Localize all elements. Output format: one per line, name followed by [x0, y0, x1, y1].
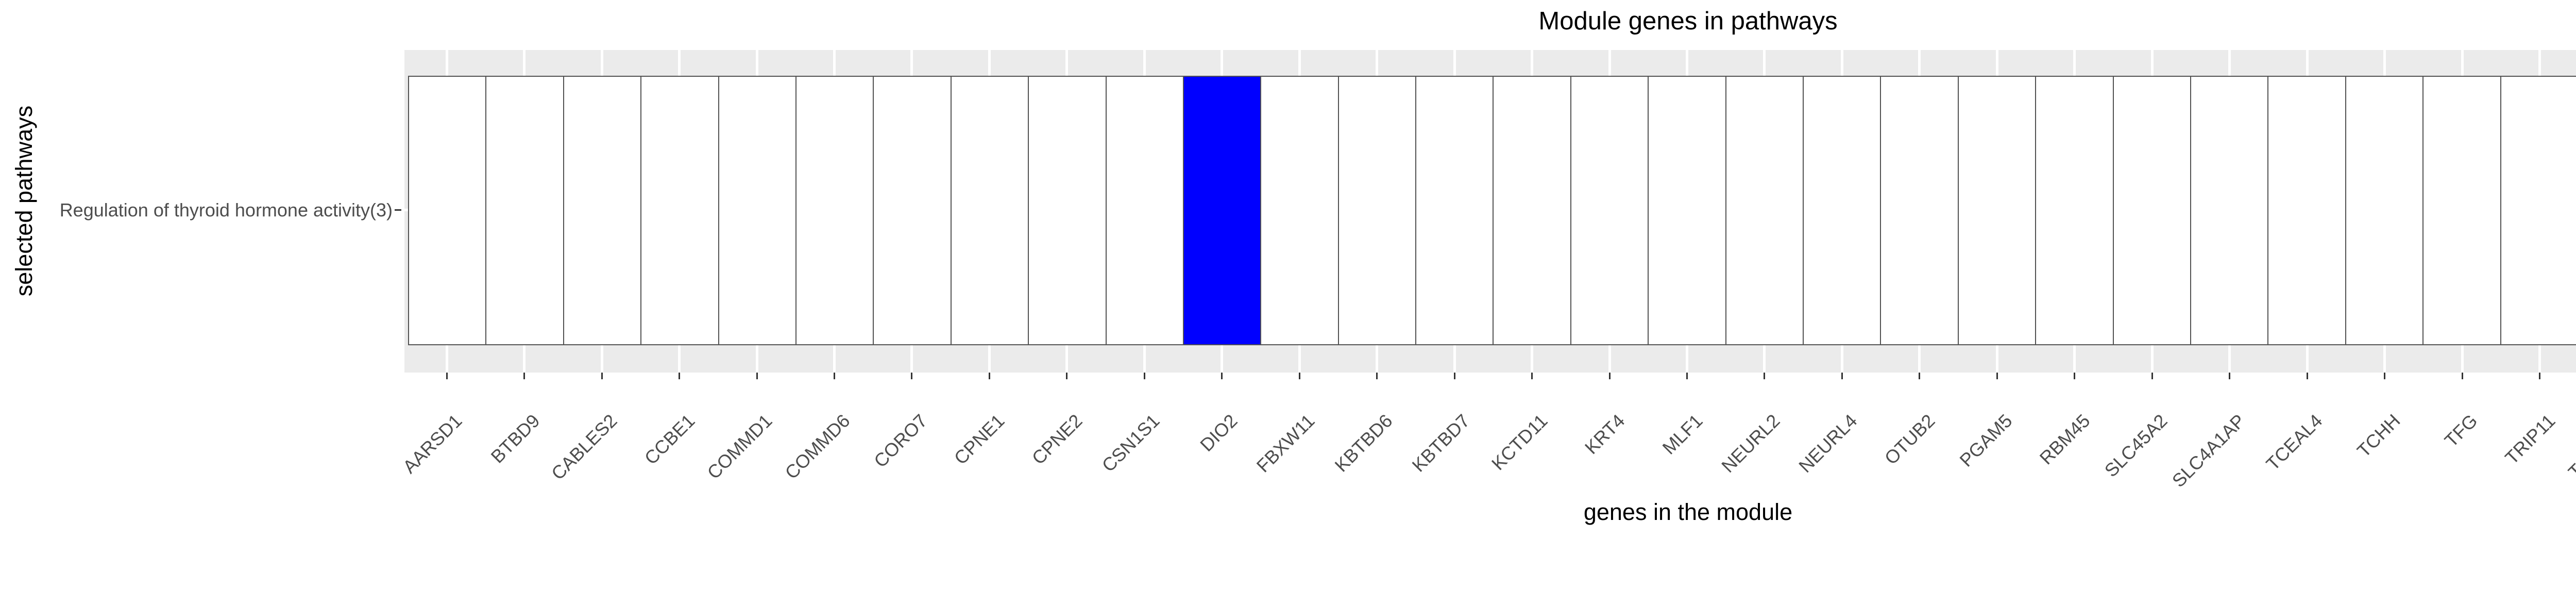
x-axis-tick — [1376, 373, 1378, 379]
x-axis-tick — [1531, 373, 1533, 379]
heatmap-cell-CSN1S1 — [1106, 77, 1184, 344]
x-axis-tick — [1608, 373, 1611, 379]
heatmap-cell-OTUB2 — [1881, 77, 1959, 344]
x-axis-tick — [2384, 373, 2386, 379]
x-axis-tick — [601, 373, 603, 379]
x-axis-tick — [446, 373, 448, 379]
heatmap-cell-DIO2 — [1183, 77, 1262, 344]
x-axis-tick — [1298, 373, 1300, 379]
x-axis-tick — [834, 373, 835, 379]
x-axis-tick — [523, 373, 526, 379]
heatmap-cell-KCTD11 — [1494, 77, 1571, 344]
heatmap-cell-MLF1 — [1649, 77, 1726, 344]
heatmap-cell-TCEAL4 — [2268, 77, 2346, 344]
x-axis-tick — [2306, 373, 2308, 379]
heatmap-cell-KRT4 — [1571, 77, 1649, 344]
plot-panel — [404, 50, 2576, 373]
x-axis-tick — [1764, 373, 1766, 379]
x-axis-tick — [1221, 373, 1223, 379]
heatmap-cell-CPNE2 — [1029, 77, 1107, 344]
x-axis-tick — [1686, 373, 1688, 379]
heatmap-cell-NEURL2 — [1726, 77, 1804, 344]
heatmap-cell-COMMD1 — [719, 77, 796, 344]
heatmap-cell-COMMD6 — [796, 77, 874, 344]
heatmap-cell-CABLES2 — [564, 77, 642, 344]
heatmap-row — [408, 76, 2576, 345]
x-axis-tick — [1919, 373, 1921, 379]
x-axis-tick — [2539, 373, 2540, 379]
heatmap-cell-SLC45A2 — [2113, 77, 2191, 344]
x-axis-tick — [988, 373, 990, 379]
x-axis-tick — [679, 373, 681, 379]
heatmap-cell-CCBE1 — [641, 77, 719, 344]
heatmap-cell-AARSD1 — [409, 77, 487, 344]
heatmap-cell-BTBD9 — [486, 77, 564, 344]
x-axis-tick — [911, 373, 913, 379]
heatmap-cell-RBM45 — [2036, 77, 2114, 344]
x-axis-tick — [1143, 373, 1145, 379]
x-axis-tick — [1453, 373, 1455, 379]
heatmap-cell-TRIP11 — [2501, 77, 2576, 344]
x-axis-tick — [2151, 373, 2153, 379]
heatmap-cell-KBTBD7 — [1416, 77, 1494, 344]
x-axis-tick — [2229, 373, 2231, 379]
heatmap-cell-FBXW11 — [1261, 77, 1339, 344]
x-axis-tick — [1841, 373, 1843, 379]
x-axis-tick — [1066, 373, 1068, 379]
x-axis-tick — [2461, 373, 2463, 379]
plot-title: Module genes in pathways — [1538, 7, 1838, 35]
heatmap-cell-SLC4A1AP — [2191, 77, 2269, 344]
heatmap-cell-CPNE1 — [951, 77, 1029, 344]
x-axis-tick — [2074, 373, 2076, 379]
x-axis-title: genes in the module — [1583, 499, 1793, 525]
heatmap-cell-CORO7 — [874, 77, 952, 344]
heatmap-cell-NEURL4 — [1804, 77, 1882, 344]
heatmap-cell-TCHH — [2346, 77, 2424, 344]
heatmap-cell-PGAM5 — [1958, 77, 2037, 344]
heatmap-cell-TFG — [2424, 77, 2501, 344]
y-axis-tick — [395, 209, 401, 211]
heatmap-cell-KBTBD6 — [1338, 77, 1417, 344]
y-axis-row-label: Regulation of thyroid hormone activity(3… — [59, 199, 393, 221]
x-axis-tick — [756, 373, 758, 379]
x-axis-tick — [1996, 373, 1998, 379]
